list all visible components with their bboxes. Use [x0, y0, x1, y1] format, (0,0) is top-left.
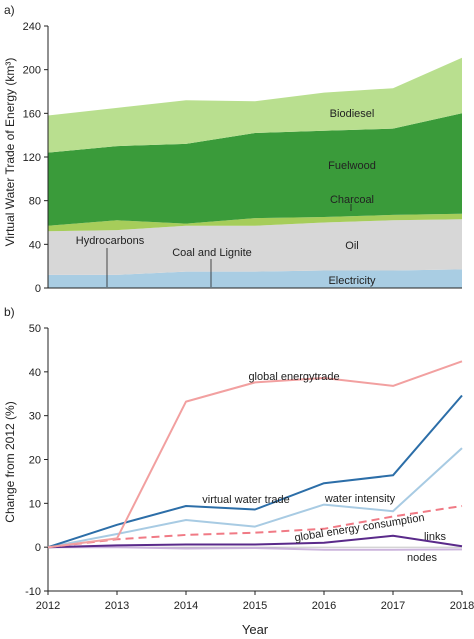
line-virtual-water-trade: [47, 394, 463, 549]
y-tick-label-a: 80: [29, 196, 41, 208]
line-water-intensity: [47, 447, 463, 549]
panel-b-label: b): [4, 305, 15, 319]
line-nodes: [48, 546, 463, 551]
area-biodiesel: [48, 57, 462, 153]
panel-a-label: a): [4, 3, 15, 17]
y-tick-label-b: 20: [29, 455, 41, 467]
label-charcoal: Charcoal: [330, 194, 374, 206]
y-axis-label-b: Change from 2012 (%): [3, 401, 17, 522]
label-biodiesel: Biodiesel: [330, 108, 375, 120]
area-electricity: [48, 269, 462, 288]
series-labels: global energytrade virtual water trade w…: [202, 371, 446, 564]
series-lines: [47, 360, 463, 551]
y-tick-label-a: 40: [29, 239, 41, 251]
area-oil: [48, 219, 462, 275]
panel-b: b) -10 0 10 20 30 40 50 2012 2013 2014 2015 2016 201…: [3, 305, 474, 637]
panel-a: a) 0 40 80 120 160 200 240 Biodiesel Fuelwood …: [3, 3, 462, 295]
label-global-energy-trade: global energytrade: [248, 371, 339, 383]
line-links: [47, 534, 463, 549]
x-tick-label-b: 2018: [450, 600, 474, 612]
y-tick-label-a: 0: [35, 283, 41, 295]
label-coal-and-lignite: Coal and Lignite: [172, 247, 252, 259]
x-tick-label-b: 2012: [36, 600, 60, 612]
axis-b: -10 0 10 20 30 40 50 2012 2013 2014 2015 2016 2017 20…: [25, 323, 474, 612]
y-tick-label-b: -10: [25, 586, 41, 598]
area-layers: [48, 57, 462, 288]
label-virtual-water-trade: virtual water trade: [202, 494, 289, 506]
x-tick-label-b: 2014: [174, 600, 198, 612]
y-axis-label-a: Virtual Water Trade of Energy (km³): [3, 58, 17, 247]
x-tick-label-b: 2016: [312, 600, 336, 612]
y-tick-label-b: 10: [29, 498, 41, 510]
y-tick-label-a: 240: [23, 21, 41, 33]
x-tick-label-b: 2013: [105, 600, 129, 612]
line-global-energytrade: [47, 360, 463, 549]
area-fuelwood: [48, 113, 462, 226]
x-tick-label-b: 2015: [243, 600, 267, 612]
y-tick-label-b: 30: [29, 411, 41, 423]
y-tick-label-a: 160: [23, 108, 41, 120]
label-electricity: Electricity: [328, 275, 376, 287]
label-hydrocarbons: Hydrocarbons: [76, 235, 145, 247]
y-tick-label-a: 120: [23, 152, 41, 164]
axis-a: 0 40 80 120 160 200 240: [23, 21, 462, 295]
y-tick-label-b: 0: [35, 542, 41, 554]
label-links: links: [424, 531, 447, 543]
label-water-intensity: water intensity: [324, 493, 396, 505]
area-labels: Biodiesel Fuelwood Charcoal Oil Hydrocar…: [76, 108, 376, 287]
y-tick-label-a: 200: [23, 65, 41, 77]
y-tick-label-b: 50: [29, 323, 41, 335]
y-tick-label-b: 40: [29, 367, 41, 379]
label-nodes: nodes: [407, 552, 437, 564]
label-oil: Oil: [345, 240, 358, 252]
x-axis-label-b: Year: [242, 622, 269, 637]
x-tick-label-b: 2017: [381, 600, 405, 612]
area-charcoal: [48, 213, 462, 232]
label-fuelwood: Fuelwood: [328, 160, 376, 172]
